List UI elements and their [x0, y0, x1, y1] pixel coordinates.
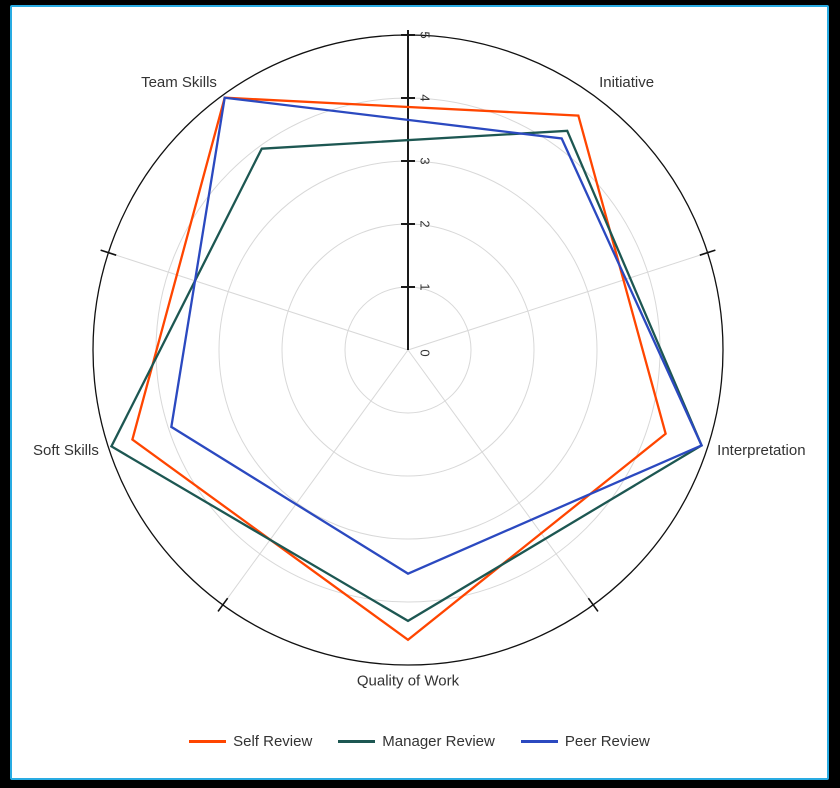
legend-item-self-review: Self Review — [189, 733, 312, 750]
series-polygon-peer-review — [170, 96, 704, 575]
rim-tick — [100, 249, 117, 256]
legend-item-manager-review: Manager Review — [338, 733, 495, 750]
series-polygon-self-review — [131, 96, 667, 642]
category-label-interpretation: Interpretation — [717, 442, 805, 459]
legend-swatch — [520, 740, 558, 743]
axis-tick-label: 2 — [418, 220, 433, 227]
chart-window: 0 1 2 3 4 5 Team Skills Initiative Interpretatio… — [10, 5, 829, 780]
rim-tick — [587, 597, 599, 612]
radar-chart: 0 1 2 3 4 5 Team Skills Initiative Interpretatio… — [33, 29, 806, 689]
category-label-initiative: Initiative — [599, 74, 654, 91]
legend-item-peer-review: Peer Review — [520, 733, 650, 750]
radar-spoke — [407, 252, 708, 351]
radar-spoke — [407, 349, 594, 606]
category-label-team-skills: Team Skills — [141, 74, 217, 91]
axis-tick-label: 1 — [418, 283, 433, 290]
legend-label: Manager Review — [382, 733, 495, 750]
legend-swatch — [338, 740, 376, 743]
legend-label: Peer Review — [564, 733, 650, 750]
axis-tick-label: 3 — [418, 157, 433, 164]
chart-legend: Self Review Manager Review Peer Review — [12, 733, 827, 750]
radar-spoke — [108, 252, 409, 351]
axis-tick-label: 4 — [418, 94, 433, 101]
legend-swatch — [189, 740, 227, 743]
axis-tick-label: 0 — [418, 349, 433, 356]
category-label-quality-of-work: Quality of Work — [357, 672, 460, 689]
radar-spoke — [222, 349, 409, 606]
category-label-soft-skills: Soft Skills — [33, 442, 99, 459]
rim-tick — [217, 597, 229, 612]
axis-tick-label: 5 — [418, 31, 433, 38]
rim-tick — [699, 249, 716, 256]
legend-label: Self Review — [233, 733, 313, 750]
